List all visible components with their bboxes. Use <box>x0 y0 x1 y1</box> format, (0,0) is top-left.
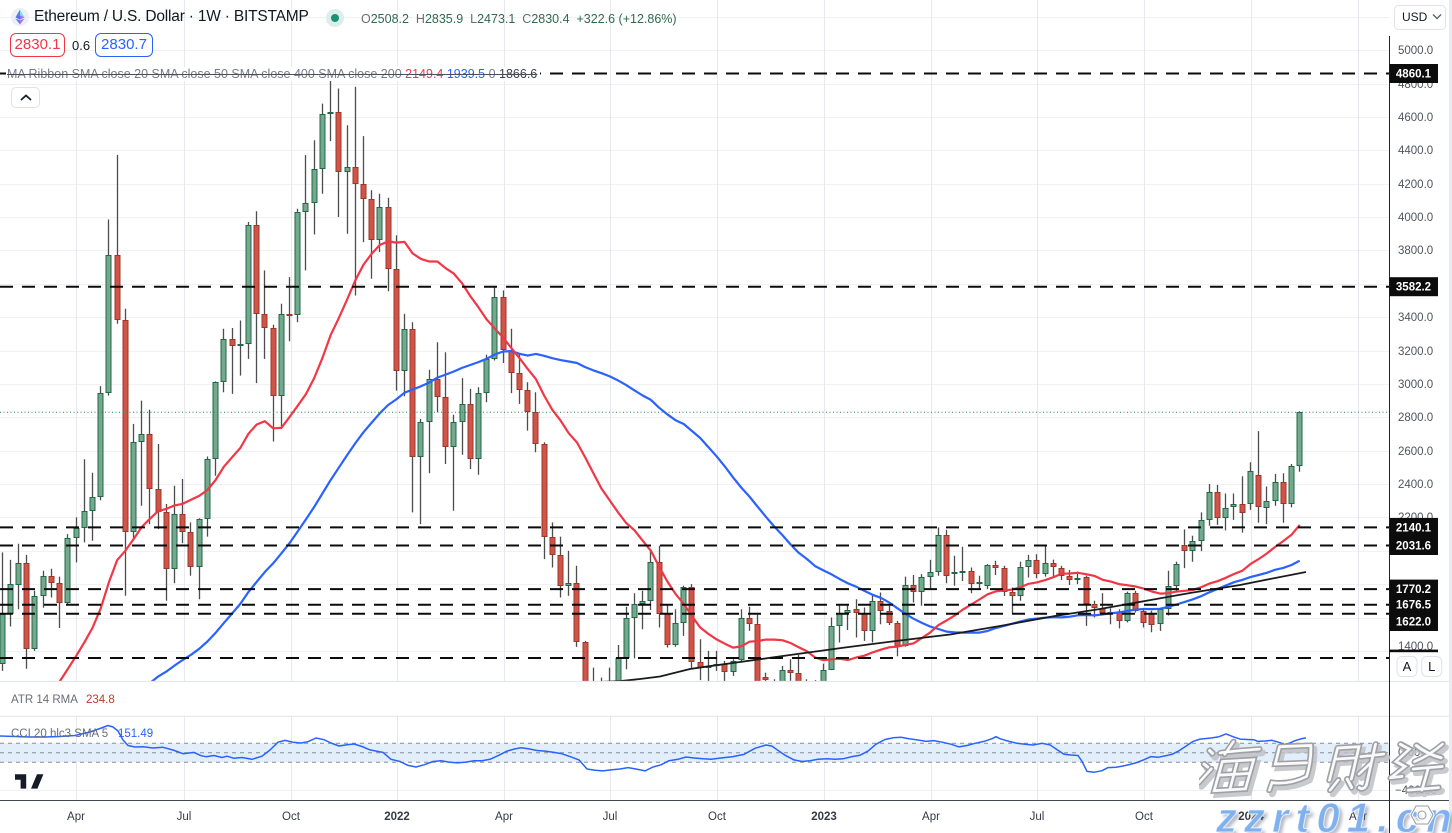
svg-text:4000.0: 4000.0 <box>1398 212 1433 224</box>
svg-text:A: A <box>1403 659 1412 674</box>
svg-text:5000.0: 5000.0 <box>1398 45 1433 57</box>
svg-text:1676.5: 1676.5 <box>1396 600 1432 612</box>
svg-text:L: L <box>1428 659 1435 674</box>
svg-text:Oct: Oct <box>282 811 301 823</box>
svg-text:Jul: Jul <box>177 811 192 823</box>
svg-text:3000.0: 3000.0 <box>1398 379 1433 391</box>
svg-text:2024: 2024 <box>1238 811 1264 823</box>
svg-text:Oct: Oct <box>708 811 727 823</box>
svg-text:Oct: Oct <box>1135 811 1154 823</box>
svg-text:2140.1: 2140.1 <box>1396 522 1432 534</box>
svg-text:4400.0: 4400.0 <box>1398 145 1433 157</box>
svg-text:Jul: Jul <box>1030 811 1045 823</box>
svg-text:4200.0: 4200.0 <box>1398 179 1433 191</box>
svg-text:3800.0: 3800.0 <box>1398 245 1433 257</box>
svg-text:2600.0: 2600.0 <box>1398 446 1433 458</box>
svg-text:Jul: Jul <box>603 811 618 823</box>
svg-text:CCI 20 hlc3 SMA 5: CCI 20 hlc3 SMA 5 <box>11 728 108 740</box>
svg-text:1622.0: 1622.0 <box>1396 617 1431 629</box>
svg-text:1770.2: 1770.2 <box>1396 584 1431 596</box>
svg-text:3582.2: 3582.2 <box>1396 282 1431 294</box>
svg-text:ATR 14 RMA: ATR 14 RMA <box>11 694 78 706</box>
svg-text:2400.0: 2400.0 <box>1398 479 1433 491</box>
svg-text:Apr: Apr <box>922 811 940 823</box>
svg-text:Apr: Apr <box>67 811 85 823</box>
svg-text:2800.0: 2800.0 <box>1398 412 1433 424</box>
svg-text:USD: USD <box>1402 10 1428 24</box>
svg-text:2031.6: 2031.6 <box>1396 541 1431 553</box>
svg-text:3400.0: 3400.0 <box>1398 312 1433 324</box>
svg-text:2022: 2022 <box>384 811 410 823</box>
svg-text:151.49: 151.49 <box>118 728 153 740</box>
svg-text:234.8: 234.8 <box>86 694 115 706</box>
svg-text:2023: 2023 <box>811 811 837 823</box>
svg-text:Apr: Apr <box>495 811 513 823</box>
svg-text:Apr: Apr <box>1349 811 1367 823</box>
svg-text:4860.1: 4860.1 <box>1396 69 1432 81</box>
svg-text:3200.0: 3200.0 <box>1398 346 1433 358</box>
svg-text:4600.0: 4600.0 <box>1398 112 1433 124</box>
